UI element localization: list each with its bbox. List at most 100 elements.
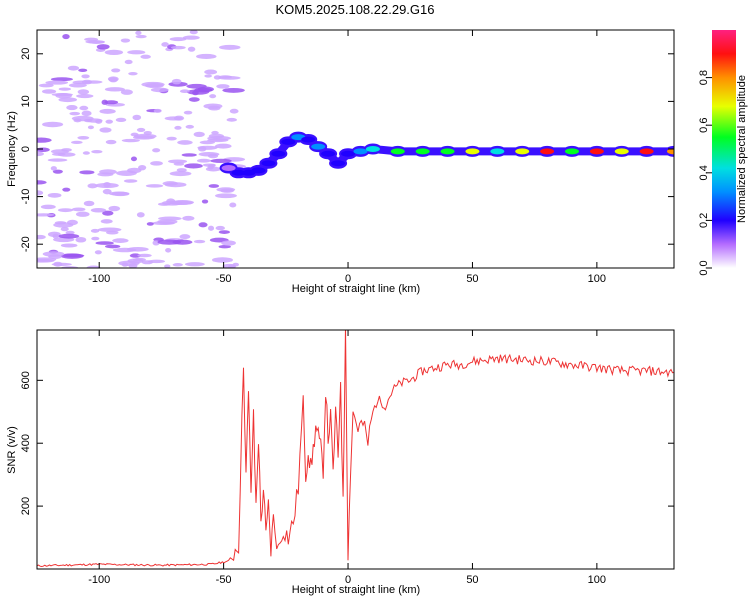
noise-mark (215, 193, 237, 199)
spectrogram-xlabel: Height of straight line (km) (292, 283, 420, 295)
noise-mark (52, 233, 59, 239)
noise-mark (99, 108, 116, 114)
noise-mark (136, 212, 145, 218)
noise-mark (111, 68, 121, 73)
noise-mark (37, 257, 57, 262)
ridge-mark (301, 136, 316, 143)
noise-mark (58, 87, 71, 91)
noise-mark (217, 76, 241, 80)
noise-mark (187, 46, 196, 52)
noise-mark (226, 117, 238, 122)
noise-mark (76, 93, 94, 99)
noise-mark (186, 83, 207, 89)
ridge-mark (564, 148, 579, 155)
noise-mark (140, 54, 151, 59)
noise-mark (162, 181, 178, 186)
noise-mark (184, 262, 205, 267)
noise-mark (137, 253, 152, 258)
colorbar-tick-label: 0.6 (698, 118, 710, 133)
noise-mark (100, 219, 113, 224)
noise-mark (183, 110, 193, 115)
snr-frame (36, 329, 675, 570)
ridge-mark (365, 146, 380, 152)
noise-mark (218, 245, 231, 249)
noise-mark (158, 216, 182, 221)
ridge-mark (311, 143, 326, 150)
ridge-mark (465, 148, 480, 155)
noise-mark (182, 215, 195, 221)
noise-mark (87, 183, 98, 189)
noise-mark (188, 97, 200, 102)
noise-mark (41, 89, 57, 94)
noise-mark (204, 74, 212, 78)
y-tick-label: 200 (20, 497, 32, 515)
noise-mark (37, 151, 44, 157)
noise-mark (99, 127, 112, 133)
noise-mark (104, 87, 125, 92)
noise-mark (84, 37, 99, 42)
noise-mark (198, 222, 208, 228)
noise-mark (53, 261, 63, 267)
colorbar-label: Normalized spectral amplitude (736, 75, 748, 223)
noise-mark (169, 37, 187, 42)
noise-mark (95, 182, 119, 189)
ridge-mark (353, 148, 368, 155)
noise-mark (161, 42, 169, 47)
colorbar-tick-label: 0.4 (698, 165, 710, 180)
noise-mark (130, 156, 138, 162)
y-tick-label: 0 (20, 146, 32, 152)
chart-title: KOM5.2025.108.22.29.G16 (275, 2, 434, 17)
noise-mark (150, 161, 163, 166)
noise-mark (111, 191, 130, 197)
ridge-mark (331, 160, 346, 167)
colorbar-gradient (712, 30, 736, 268)
noise-mark (69, 111, 81, 116)
noise-mark (45, 80, 69, 85)
y-tick-label: 600 (20, 371, 32, 389)
noise-mark (161, 200, 183, 206)
ridge-mark (540, 148, 555, 155)
noise-mark (81, 74, 90, 79)
noise-mark (221, 240, 236, 246)
noise-mark (177, 140, 193, 145)
noise-mark (182, 35, 200, 40)
noise-mark (77, 89, 90, 95)
y-tick-label: 400 (20, 434, 32, 452)
noise-mark (90, 207, 107, 213)
noise-mark (208, 184, 220, 188)
noise-mark (107, 76, 119, 82)
noise-mark (169, 171, 192, 177)
noise-mark (86, 265, 101, 268)
x-tick-label: 100 (588, 273, 606, 285)
noise-mark (215, 225, 225, 231)
noise-mark (209, 94, 217, 99)
noise-mark (73, 118, 82, 123)
noise-mark (229, 202, 237, 208)
noise-mark (37, 213, 55, 217)
noise-mark (120, 38, 131, 43)
noise-mark (166, 136, 177, 141)
noise-mark (167, 159, 188, 164)
noise-mark (47, 192, 62, 198)
noise-mark (151, 221, 176, 226)
noise-mark (40, 204, 56, 210)
noise-mark (176, 168, 187, 173)
noise-mark (132, 114, 142, 121)
noise-mark (135, 34, 147, 39)
noise-mark (157, 239, 181, 245)
x-tick-label: -100 (88, 273, 110, 285)
noise-mark (181, 153, 197, 157)
ridge-mark (589, 148, 604, 155)
noise-mark (83, 200, 95, 207)
noise-mark (62, 33, 70, 40)
x-tick-label: 0 (345, 273, 351, 285)
noise-mark (185, 124, 194, 129)
snr-ylabel: SNR (v/v) (6, 426, 18, 474)
ridge-mark (415, 148, 430, 155)
noise-mark (153, 108, 162, 113)
noise-mark (75, 236, 87, 243)
noise-mark (146, 222, 154, 226)
noise-mark (219, 44, 241, 50)
